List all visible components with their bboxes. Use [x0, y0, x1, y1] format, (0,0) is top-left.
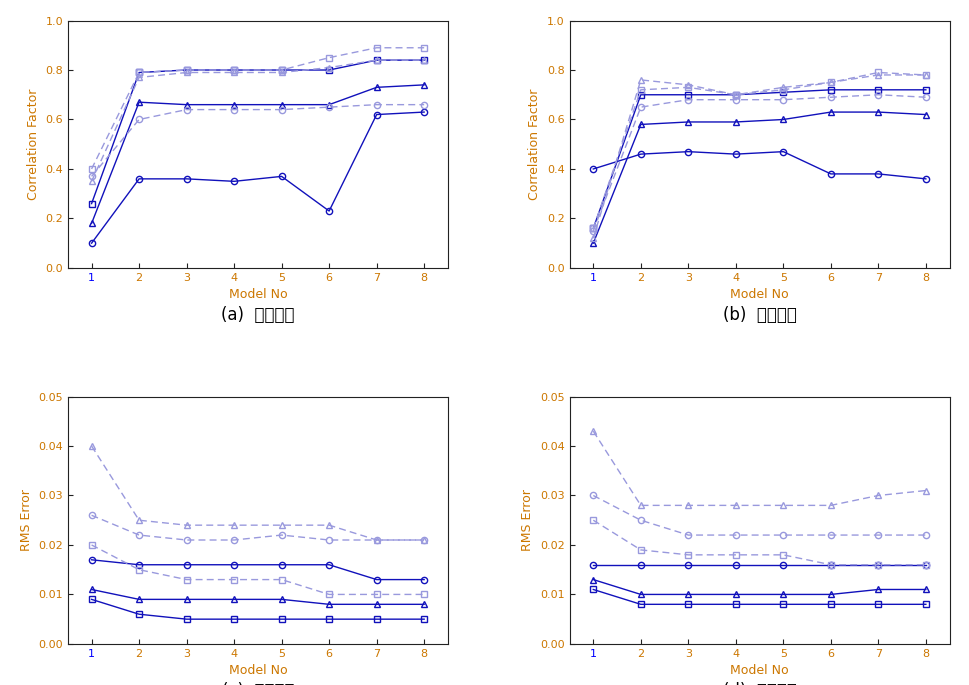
Y-axis label: Correlation Factor: Correlation Factor — [27, 88, 40, 200]
X-axis label: Model No: Model No — [229, 288, 287, 301]
Text: (d)  시험자료: (d) 시험자료 — [723, 682, 797, 685]
Text: (c)  훈련자료: (c) 훈련자료 — [222, 682, 295, 685]
X-axis label: Model No: Model No — [229, 664, 287, 677]
X-axis label: Model No: Model No — [731, 288, 789, 301]
Y-axis label: RMS Error: RMS Error — [19, 489, 33, 551]
X-axis label: Model No: Model No — [731, 664, 789, 677]
Text: (b)  시험자료: (b) 시험자료 — [723, 306, 797, 323]
Y-axis label: Correlation Factor: Correlation Factor — [528, 88, 542, 200]
Y-axis label: RMS Error: RMS Error — [521, 489, 534, 551]
Text: (a)  훈련자료: (a) 훈련자료 — [221, 306, 295, 323]
